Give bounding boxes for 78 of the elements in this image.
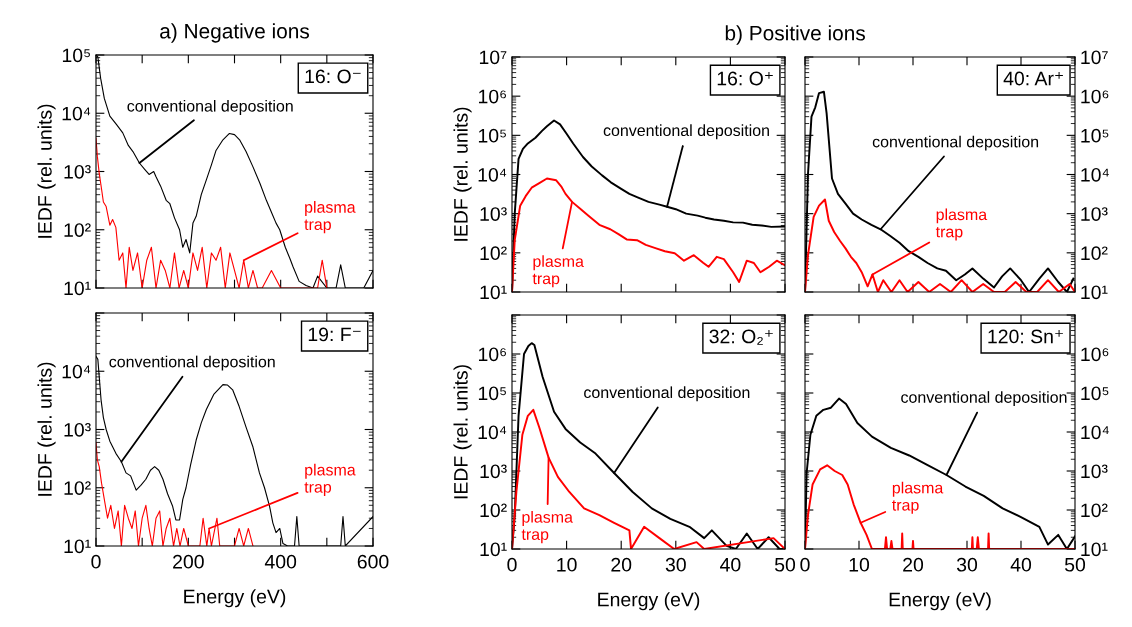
y-tick-label: 10² <box>480 246 507 261</box>
y-tick-label: 10¹ <box>1081 285 1108 300</box>
chart-title: b) Positive ions <box>725 25 865 45</box>
chart-title: a) Negative ions <box>160 23 310 43</box>
y-tick-label: 10² <box>64 481 91 495</box>
y-tick-label: 10⁴ <box>478 167 507 182</box>
x-tick-label: 0 <box>800 557 810 572</box>
y-tick-label: 10¹ <box>64 539 91 554</box>
x-tick-label: 30 <box>956 557 978 572</box>
y-tick-label: 10⁵ <box>478 128 506 143</box>
annotation: plasma trap <box>892 481 944 514</box>
annotation: 16: O⁺ <box>717 71 773 86</box>
y-tick-label: 10³ <box>480 464 507 479</box>
y-tick-label: 10¹ <box>480 542 507 557</box>
y-axis-title: IEDF (rel. units) <box>37 362 56 496</box>
x-tick-label: 10 <box>849 557 870 572</box>
y-tick-label: 10⁵ <box>478 386 506 401</box>
y-axis-title: IEDF (rel. units) <box>453 107 472 241</box>
annotation: 19: F⁻ <box>308 327 361 342</box>
annotation: 120: Sn⁺ <box>988 329 1063 344</box>
y-tick-label: 10⁴ <box>62 364 91 379</box>
annotation: conventional deposition <box>109 355 275 371</box>
x-axis-title: Energy (eV) <box>889 592 991 611</box>
x-axis-title: Energy (eV) <box>184 589 286 608</box>
y-tick-label: 10⁵ <box>62 48 90 63</box>
y-tick-label: 10² <box>64 223 91 237</box>
x-tick-label: 40 <box>720 557 741 572</box>
annotation: conventional deposition <box>603 124 769 140</box>
x-tick-label: 30 <box>665 557 686 572</box>
annotation: plasma trap <box>935 208 988 241</box>
y-tick-label: 10⁶ <box>478 89 506 104</box>
x-tick-label: 0 <box>507 557 517 572</box>
x-tick-label: 20 <box>611 557 632 572</box>
y-tick-label: 10⁶ <box>1081 347 1109 362</box>
y-axis-title: IEDF (rel. units) <box>37 104 56 238</box>
y-tick-label: 10⁷ <box>479 50 507 65</box>
x-tick-label: 600 <box>357 554 389 569</box>
annotation: plasma trap <box>532 255 584 288</box>
annotation: conventional deposition <box>872 135 1039 151</box>
annotation: plasma trap <box>304 463 356 496</box>
annotation: 32: O₂⁺ <box>709 329 773 345</box>
annotation: 40: Ar⁺ <box>1003 71 1063 86</box>
y-tick-label: 10³ <box>480 207 507 221</box>
y-tick-label: 10² <box>1081 503 1108 518</box>
y-tick-label: 10³ <box>1081 207 1108 221</box>
y-tick-label: 10¹ <box>1081 542 1108 557</box>
x-tick-label: 400 <box>264 554 297 569</box>
x-tick-label: 50 <box>1064 557 1086 572</box>
y-tick-label: 10⁴ <box>62 106 91 121</box>
annotation: conventional deposition <box>127 99 293 115</box>
y-tick-label: 10³ <box>64 164 91 179</box>
annotation: plasma trap <box>304 201 356 234</box>
y-tick-label: 10⁴ <box>1081 425 1109 440</box>
y-tick-label: 10² <box>1081 246 1108 261</box>
y-tick-label: 10⁶ <box>1081 89 1109 104</box>
y-tick-label: 10¹ <box>480 285 507 300</box>
x-tick-label: 200 <box>173 554 204 569</box>
y-tick-label: 10³ <box>1081 464 1108 479</box>
x-tick-label: 40 <box>1010 557 1032 572</box>
x-tick-label: 10 <box>557 557 577 572</box>
y-tick-label: 10³ <box>64 422 91 437</box>
y-tick-label: 10⁶ <box>478 347 506 362</box>
x-axis-title: Energy (eV) <box>598 592 700 611</box>
annotation: conventional deposition <box>901 391 1067 407</box>
y-tick-label: 10⁵ <box>1081 386 1109 401</box>
y-tick-label: 10⁴ <box>1081 167 1109 182</box>
annotation: plasma trap <box>521 511 573 544</box>
annotation: conventional deposition <box>584 386 750 402</box>
x-tick-label: 20 <box>903 557 924 572</box>
y-axis-title: IEDF (rel. units) <box>453 365 472 499</box>
y-tick-label: 10⁴ <box>478 425 507 440</box>
x-tick-label: 50 <box>774 557 796 572</box>
annotation: 16: O⁻ <box>305 69 361 84</box>
y-tick-label: 10⁵ <box>1081 128 1109 143</box>
y-tick-label: 10² <box>480 503 507 518</box>
x-tick-label: 0 <box>91 554 101 569</box>
y-tick-label: 10¹ <box>64 281 91 296</box>
y-tick-label: 10⁷ <box>1081 50 1108 65</box>
